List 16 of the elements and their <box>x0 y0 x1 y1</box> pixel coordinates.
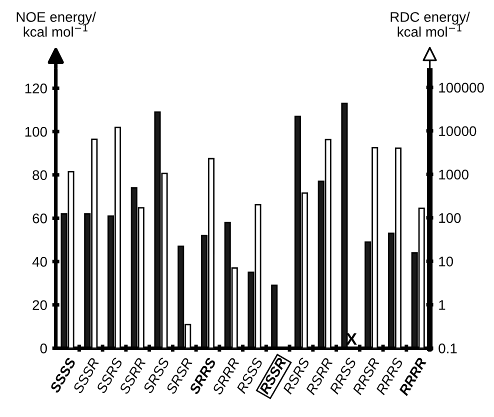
y2-tick-label: 10000 <box>439 126 476 136</box>
y-tick-label: 40 <box>32 256 47 267</box>
y2-tick-label: 1000 <box>439 170 468 180</box>
y2-tick-label: 1 <box>439 300 446 310</box>
y-tick-label: 0 <box>40 344 47 354</box>
y-tick-label: 20 <box>32 300 47 310</box>
y2-axis-title: RDC energy/ kcal mol$^{−1}$ <box>390 12 470 37</box>
y-axis-title: NOE energy/ kcal mol$^{−1}$ <box>16 12 96 37</box>
y2-tick-label: 10 <box>439 256 454 266</box>
y2-tick-label: 100000 <box>439 82 484 93</box>
y-tick-label: 80 <box>32 170 47 180</box>
y2-tick-label: 100 <box>439 213 461 223</box>
y-tick-label: 100 <box>25 126 47 137</box>
y-tick-label: 60 <box>32 214 47 224</box>
y2-tick-label: 0.1 <box>438 344 457 354</box>
y-tick-label: 120 <box>25 84 47 94</box>
